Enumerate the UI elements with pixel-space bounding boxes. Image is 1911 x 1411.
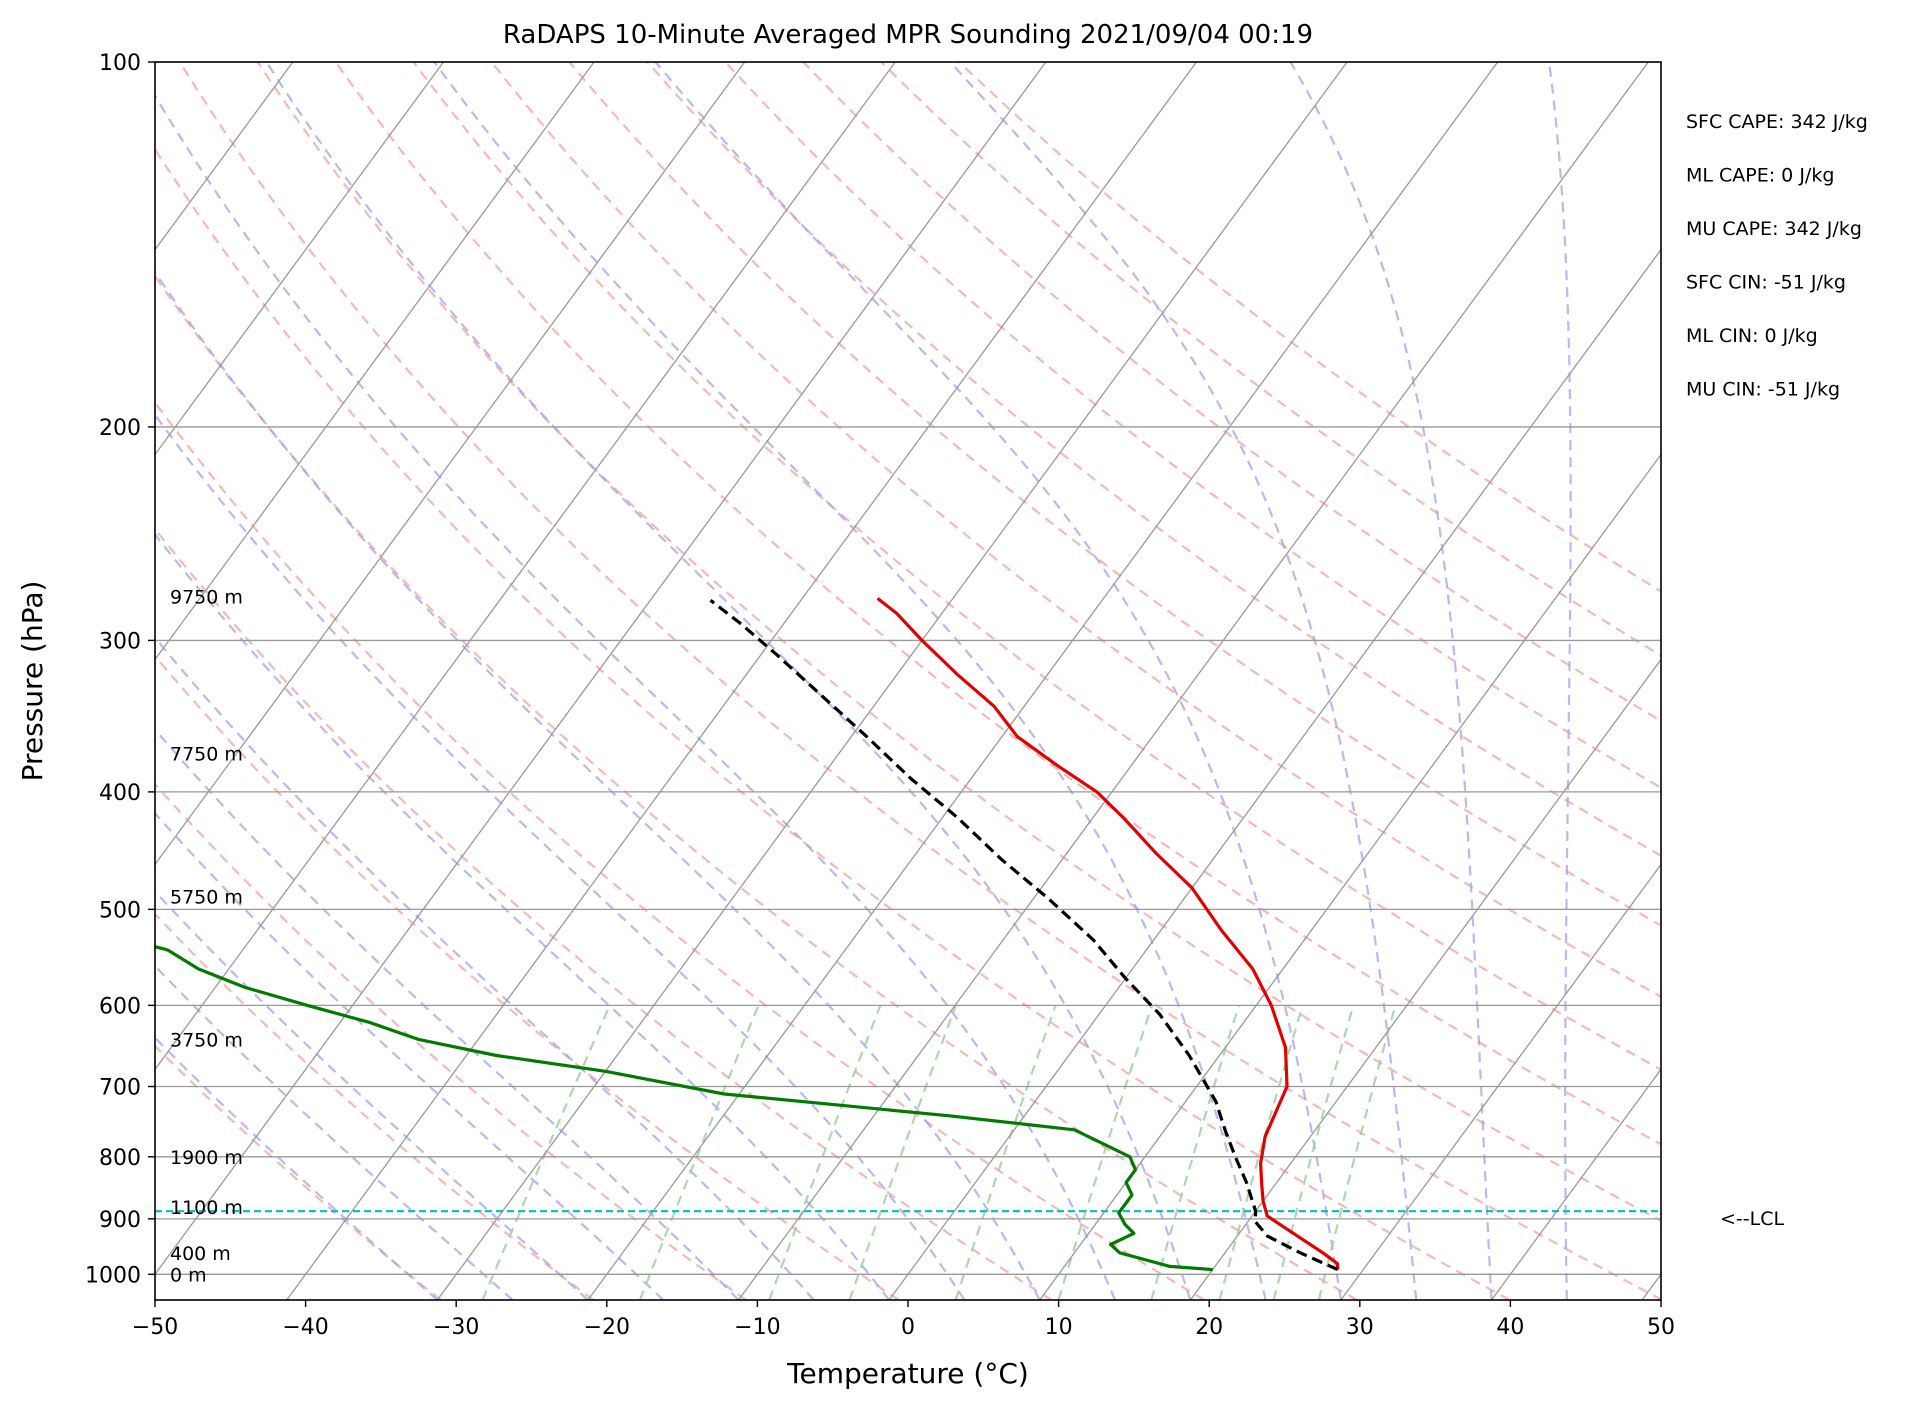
isotherm-line: [136, 62, 1046, 1300]
isotherm-line: [0, 62, 443, 1300]
moist-adiabat-line: [0, 62, 889, 1300]
series-line-1: [0, 626, 1213, 1269]
moist-adiabat-line: [266, 62, 1190, 1300]
isotherm-line: [889, 62, 1799, 1300]
moist-adiabat-line: [0, 62, 738, 1300]
x-tick-label: 0: [901, 1315, 915, 1340]
y-tick-label: 500: [99, 898, 141, 923]
moist-adiabat-line: [0, 62, 964, 1300]
chart-title: RaDAPS 10-Minute Averaged MPR Sounding 2…: [503, 20, 1313, 50]
series-line-0: [878, 598, 1338, 1269]
moist-adiabat-line: [0, 62, 814, 1300]
index-label: ML CAPE: 0 J/kg: [1686, 165, 1834, 187]
x-tick-label: 50: [1647, 1315, 1675, 1340]
dry-adiabat-line: [0, 62, 441, 1300]
dry-adiabat-line: [803, 62, 1911, 1300]
y-tick-label: 700: [99, 1076, 141, 1101]
dry-adiabat-line: [0, 62, 1204, 1300]
dry-adiabat-line: [0, 62, 899, 1300]
isotherm-line: [287, 62, 1197, 1300]
y-tick-label: 200: [99, 416, 141, 441]
background-lines: [0, 62, 1911, 1300]
dry-adiabat-line: [492, 62, 1911, 1300]
index-label: ML CIN: 0 J/kg: [1686, 325, 1818, 347]
isotherm-line: [437, 62, 1347, 1300]
isotherm-line: [1642, 62, 1911, 1300]
index-label: MU CIN: -51 J/kg: [1686, 379, 1840, 401]
y-tick-label: 300: [99, 629, 141, 654]
height-label: 9750 m: [170, 587, 243, 609]
y-tick-label: 600: [99, 994, 141, 1019]
moist-adiabat-line: [434, 62, 1265, 1300]
x-tick-label: −30: [433, 1315, 479, 1340]
moist-adiabat-line: [31, 62, 1040, 1300]
dry-adiabat-line: [881, 62, 1911, 1300]
y-tick-label: 400: [99, 781, 141, 806]
moist-adiabat-line: [1549, 62, 1571, 1300]
height-label: 1100 m: [170, 1197, 243, 1219]
dry-adiabat-line: [258, 62, 1816, 1300]
dry-adiabat-line: [959, 62, 1911, 1300]
series-line-2: [711, 600, 1338, 1269]
dry-adiabat-line: [336, 62, 1911, 1300]
dry-adiabat-line: [0, 62, 1051, 1300]
indices-layer: SFC CAPE: 342 J/kg ML CAPE: 0 J/kg MU CAPE…: [1686, 111, 1868, 401]
x-tick-label: 30: [1346, 1315, 1374, 1340]
x-tick-label: 40: [1496, 1315, 1524, 1340]
y-axis-label: Pressure (hPa): [16, 581, 49, 782]
lcl-label: <--LCL: [1720, 1208, 1784, 1230]
isotherm-line: [0, 62, 895, 1300]
mixing-ratio-line: [850, 1005, 956, 1300]
ticks-layer: −50 −40 −30 −20 −10 0 10 20 30 40 50 100 200 300 400 50…: [85, 51, 1675, 1340]
x-tick-label: 10: [1045, 1315, 1073, 1340]
y-tick-label: 100: [99, 51, 141, 76]
isotherm-line: [0, 62, 745, 1300]
x-tick-label: −40: [282, 1315, 328, 1340]
height-label: 0 m: [170, 1264, 207, 1286]
x-tick-label: −10: [734, 1315, 780, 1340]
dry-adiabat-line: [647, 62, 1911, 1300]
moist-adiabat-line: [950, 62, 1416, 1300]
index-label: SFC CAPE: 342 J/kg: [1686, 111, 1868, 133]
y-tick-label: 900: [99, 1208, 141, 1233]
moist-adiabat-line: [0, 62, 663, 1300]
isotherm-line: [588, 62, 1498, 1300]
mixing-ratio-line: [1319, 1005, 1396, 1300]
isotherm-line: [1190, 62, 1911, 1300]
moist-adiabat-line: [0, 62, 513, 1300]
moist-adiabat-line: [135, 62, 1115, 1300]
height-label: 5750 m: [170, 887, 243, 909]
height-label: 7750 m: [170, 744, 243, 766]
x-tick-label: 20: [1195, 1315, 1223, 1340]
height-label: 1900 m: [170, 1147, 243, 1169]
y-tick-label: 1000: [85, 1263, 141, 1288]
index-label: MU CAPE: 342 J/kg: [1686, 218, 1862, 240]
index-label: SFC CIN: -51 J/kg: [1686, 272, 1846, 294]
x-tick-label: −50: [132, 1315, 178, 1340]
dry-adiabat-line: [0, 62, 746, 1300]
moist-adiabat-line: [1291, 62, 1492, 1300]
dry-adiabat-line: [569, 62, 1911, 1300]
height-label: 400 m: [170, 1243, 231, 1265]
y-tick-label: 800: [99, 1146, 141, 1171]
isotherm-line: [1492, 62, 1911, 1300]
isotherm-line: [1341, 62, 1911, 1300]
x-tick-label: −20: [584, 1315, 630, 1340]
dry-adiabat-line: [725, 62, 1911, 1300]
x-axis-label: Temperature (°C): [786, 1357, 1029, 1390]
mixing-ratio-line: [769, 1005, 880, 1300]
height-label: 3750 m: [170, 1029, 243, 1051]
moist-adiabat-line: [0, 62, 437, 1300]
moist-adiabat-line: [0, 62, 588, 1300]
